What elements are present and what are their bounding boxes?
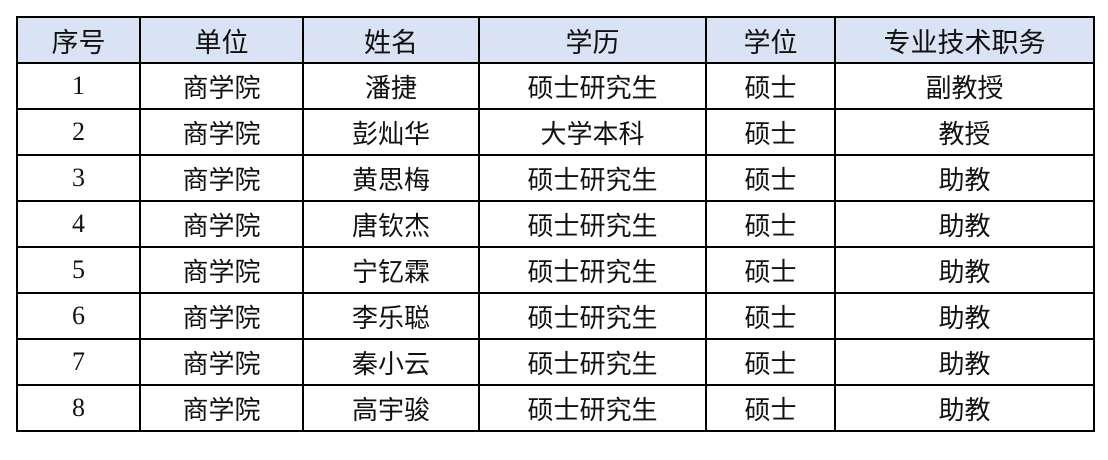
header-col-index: 序号 xyxy=(16,16,141,64)
cell-col-title: 教授 xyxy=(834,108,1095,156)
cell-col-name: 高宇骏 xyxy=(302,384,480,432)
cell-col-degree: 硕士 xyxy=(705,246,836,294)
cell-col-degree: 硕士 xyxy=(705,154,836,202)
cell-col-index: 4 xyxy=(16,200,141,248)
cell-col-title: 助教 xyxy=(834,246,1095,294)
cell-col-title: 助教 xyxy=(834,292,1095,340)
cell-col-name: 黄思梅 xyxy=(302,154,480,202)
cell-col-name: 潘捷 xyxy=(302,62,480,110)
cell-col-education: 硕士研究生 xyxy=(478,384,707,432)
cell-col-education: 硕士研究生 xyxy=(478,338,707,386)
cell-col-degree: 硕士 xyxy=(705,292,836,340)
table-row: 1 商学院 潘捷 硕士研究生 硕士 副教授 xyxy=(16,62,1095,110)
cell-col-unit: 商学院 xyxy=(139,338,304,386)
cell-col-unit: 商学院 xyxy=(139,154,304,202)
cell-col-education: 硕士研究生 xyxy=(478,292,707,340)
cell-col-unit: 商学院 xyxy=(139,62,304,110)
cell-col-education: 硕士研究生 xyxy=(478,246,707,294)
header-col-degree: 学位 xyxy=(705,16,836,64)
cell-col-name: 秦小云 xyxy=(302,338,480,386)
cell-col-unit: 商学院 xyxy=(139,200,304,248)
table-row: 3 商学院 黄思梅 硕士研究生 硕士 助教 xyxy=(16,154,1095,202)
cell-col-degree: 硕士 xyxy=(705,108,836,156)
cell-col-degree: 硕士 xyxy=(705,384,836,432)
header-col-title: 专业技术职务 xyxy=(834,16,1095,64)
cell-col-degree: 硕士 xyxy=(705,200,836,248)
table-row: 5 商学院 宁钇霖 硕士研究生 硕士 助教 xyxy=(16,246,1095,294)
table-row: 8 商学院 高宇骏 硕士研究生 硕士 助教 xyxy=(16,384,1095,432)
staff-table: 序号 单位 姓名 学历 学位 专业技术职务 1 商学院 潘捷 硕士研究生 硕士 副教授 2 商学院 彭灿华… xyxy=(16,16,1095,432)
table-row: 2 商学院 彭灿华 大学本科 硕士 教授 xyxy=(16,108,1095,156)
header-col-education: 学历 xyxy=(478,16,707,64)
cell-col-name: 宁钇霖 xyxy=(302,246,480,294)
cell-col-degree: 硕士 xyxy=(705,62,836,110)
cell-col-title: 助教 xyxy=(834,338,1095,386)
cell-col-education: 硕士研究生 xyxy=(478,154,707,202)
cell-col-title: 助教 xyxy=(834,154,1095,202)
cell-col-education: 硕士研究生 xyxy=(478,200,707,248)
cell-col-unit: 商学院 xyxy=(139,384,304,432)
cell-col-unit: 商学院 xyxy=(139,246,304,294)
table-body: 1 商学院 潘捷 硕士研究生 硕士 副教授 2 商学院 彭灿华 大学本科 硕士 教授 3 商学院 黄思梅 硕士… xyxy=(16,62,1095,432)
cell-col-title: 助教 xyxy=(834,384,1095,432)
table-row: 7 商学院 秦小云 硕士研究生 硕士 助教 xyxy=(16,338,1095,386)
cell-col-unit: 商学院 xyxy=(139,108,304,156)
cell-col-degree: 硕士 xyxy=(705,338,836,386)
cell-col-unit: 商学院 xyxy=(139,292,304,340)
cell-col-index: 2 xyxy=(16,108,141,156)
cell-col-index: 5 xyxy=(16,246,141,294)
cell-col-index: 7 xyxy=(16,338,141,386)
cell-col-title: 助教 xyxy=(834,200,1095,248)
cell-col-name: 彭灿华 xyxy=(302,108,480,156)
table-row: 4 商学院 唐钦杰 硕士研究生 硕士 助教 xyxy=(16,200,1095,248)
cell-col-education: 硕士研究生 xyxy=(478,62,707,110)
header-row: 序号 单位 姓名 学历 学位 专业技术职务 xyxy=(16,16,1095,64)
cell-col-name: 李乐聪 xyxy=(302,292,480,340)
table-row: 6 商学院 李乐聪 硕士研究生 硕士 助教 xyxy=(16,292,1095,340)
header-col-name: 姓名 xyxy=(302,16,480,64)
cell-col-education: 大学本科 xyxy=(478,108,707,156)
cell-col-title: 副教授 xyxy=(834,62,1095,110)
cell-col-index: 8 xyxy=(16,384,141,432)
cell-col-index: 6 xyxy=(16,292,141,340)
cell-col-name: 唐钦杰 xyxy=(302,200,480,248)
cell-col-index: 1 xyxy=(16,62,141,110)
header-col-unit: 单位 xyxy=(139,16,304,64)
cell-col-index: 3 xyxy=(16,154,141,202)
